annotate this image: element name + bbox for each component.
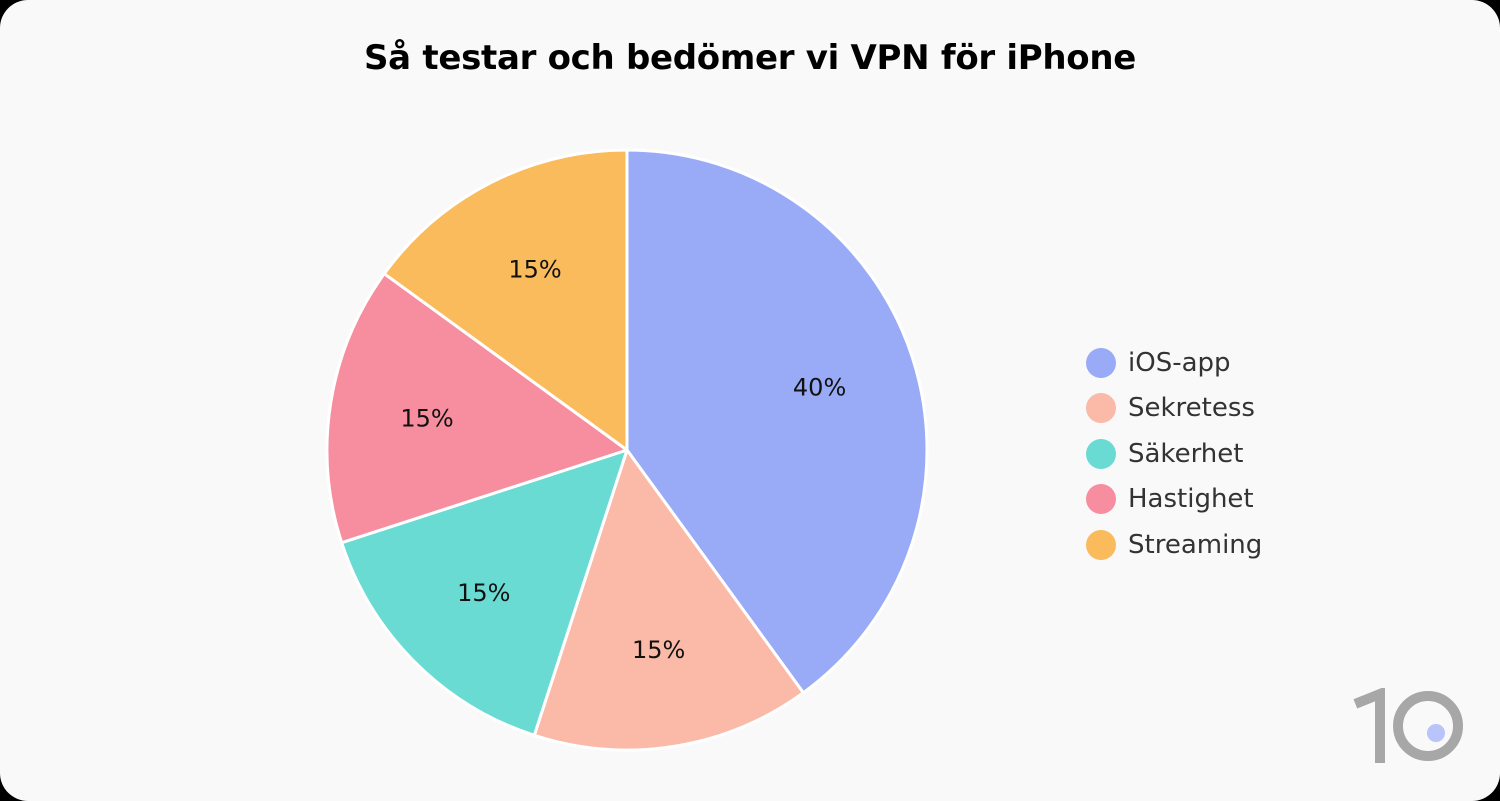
legend-label: Säkerhet xyxy=(1128,438,1244,469)
legend-swatch xyxy=(1086,347,1116,378)
slice-value-label: 15% xyxy=(457,579,510,607)
pie-slice-hastighet xyxy=(325,272,629,545)
legend-swatch xyxy=(1086,484,1116,515)
legend-label: Hastighet xyxy=(1128,484,1254,515)
logo-digit-zero xyxy=(1393,691,1463,761)
legend-item: Hastighet xyxy=(1086,477,1262,523)
legend-label: Streaming xyxy=(1128,529,1263,560)
legend-item: iOS-app xyxy=(1086,340,1262,386)
slice-value-label: 15% xyxy=(400,404,453,432)
legend-item: Streaming xyxy=(1086,522,1262,568)
brand-10-logo xyxy=(1353,688,1463,763)
pie-slice-säkerhet xyxy=(340,448,629,737)
pie-slice-ios-app xyxy=(625,148,929,695)
chart-title: Så testar och bedömer vi VPN för iPhone xyxy=(364,38,1136,78)
legend-item: Säkerhet xyxy=(1086,431,1262,477)
slice-value-label: 15% xyxy=(632,636,685,664)
logo-dot xyxy=(1427,724,1445,742)
brand-10-logo-icon xyxy=(1353,688,1463,763)
chart-legend: iOS-app Sekretess Säkerhet Hastighet Streami… xyxy=(1086,340,1262,568)
legend-label: Sekretess xyxy=(1128,393,1255,424)
pie-slice-streaming xyxy=(382,148,629,452)
legend-swatch xyxy=(1086,438,1116,469)
legend-label: iOS-app xyxy=(1128,347,1231,378)
slice-value-label: 15% xyxy=(508,256,561,284)
pie-slice-sekretess xyxy=(532,448,805,752)
slice-value-label: 40% xyxy=(793,373,846,401)
logo-digit-one xyxy=(1353,688,1385,763)
legend-swatch xyxy=(1086,529,1116,560)
legend-swatch xyxy=(1086,393,1116,424)
legend-item: Sekretess xyxy=(1086,386,1262,432)
